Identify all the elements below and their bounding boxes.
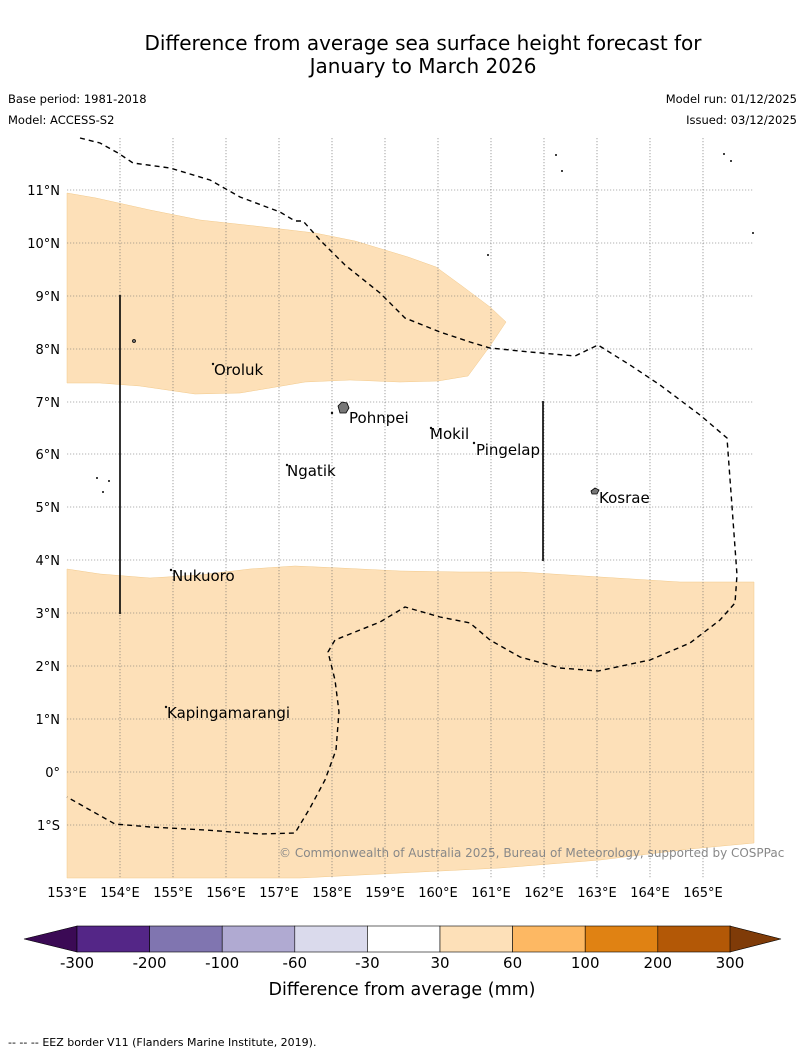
lat-label: 1°S [37, 819, 60, 834]
place-label-pingelap: Pingelap [476, 441, 540, 459]
lon-label: 153°E [47, 886, 87, 901]
lat-label: 2°N [36, 660, 61, 675]
islet-15 [723, 152, 726, 155]
map-panel: Oroluk Pohnpei Mokil Pingelap Ngatik Kos… [27, 137, 784, 901]
lon-label: 159°E [365, 886, 405, 901]
issued-date: Issued: 03/12/2025 [686, 113, 797, 127]
title-line-2: January to March 2026 [309, 54, 537, 78]
colorbar: -300 -200 -100 -60 -30 30 60 100 200 300… [23, 925, 782, 1000]
colorbar-tick-label: -100 [205, 954, 239, 972]
islet-2 [330, 411, 334, 415]
pohnpei-island [337, 401, 350, 414]
colorbar-segment [367, 925, 441, 953]
lon-label: 156°E [206, 886, 246, 901]
lat-label: 3°N [36, 607, 61, 622]
colorbar-extend-right [729, 925, 782, 953]
island-markers [96, 152, 755, 709]
colorbar-tick-label: 100 [571, 954, 600, 972]
anomaly-area-north [66, 192, 507, 395]
colorbar-segment [294, 925, 368, 953]
kosrae-island [590, 487, 600, 495]
base-period: Base period: 1981-2018 [8, 92, 147, 106]
islet-16 [730, 159, 733, 162]
eez-legend: -- -- -- EEZ border V11 (Flanders Marine… [8, 1036, 316, 1049]
colorbar-segment [512, 925, 586, 953]
colorbar-tick-label: -300 [60, 954, 94, 972]
place-label-oroluk: Oroluk [214, 361, 263, 379]
islet-14 [561, 169, 564, 172]
colorbar-segment [221, 925, 296, 953]
model-run: Model run: 01/12/2025 [665, 92, 797, 106]
lon-label: 162°E [524, 886, 564, 901]
place-label-ngatik: Ngatik [287, 462, 336, 480]
anomaly-area-south [66, 565, 755, 879]
colorbar-tick-label: 300 [716, 954, 745, 972]
colorbar-tick-label: -60 [283, 954, 308, 972]
colorbar-extend-left [23, 925, 78, 953]
lon-label: 160°E [418, 886, 458, 901]
islet-5 [472, 441, 476, 445]
eez-border [66, 137, 738, 835]
lat-label: 6°N [36, 448, 61, 463]
place-label-kosrae: Kosrae [599, 489, 650, 507]
lon-label: 155°E [153, 886, 193, 901]
islet-1 [132, 339, 136, 343]
eez-legend-symbol: -- -- -- [8, 1036, 39, 1049]
islet-13 [555, 153, 558, 156]
colorbar-tick-label: -30 [355, 954, 380, 972]
colorbar-title: Difference from average (mm) [268, 980, 535, 1000]
lon-label: 157°E [259, 886, 299, 901]
colorbar-segment [76, 925, 150, 953]
chart-title: Difference from average sea surface heig… [0, 32, 804, 78]
islet-3 [211, 362, 215, 366]
islet-11 [102, 490, 105, 493]
colorbar-tick-label: 200 [643, 954, 672, 972]
lon-label: 154°E [100, 886, 140, 901]
lon-label: 163°E [577, 886, 617, 901]
colorbar-segment [657, 925, 731, 953]
lat-label: 10°N [27, 237, 60, 252]
colorbar-segment [149, 925, 223, 953]
place-label-nukuoro: Nukuoro [172, 567, 235, 585]
gridlines [67, 138, 754, 878]
islet-12 [486, 253, 489, 256]
title-line-1: Difference from average sea surface heig… [144, 31, 702, 55]
place-label-kapingamarangi: Kapingamarangi [167, 704, 290, 722]
lat-label: 1°N [36, 713, 61, 728]
lat-label: 7°N [36, 396, 61, 411]
model-name: Model: ACCESS-S2 [8, 113, 115, 127]
lon-label: 158°E [312, 886, 352, 901]
islet-17 [752, 231, 755, 234]
place-label-pohnpei: Pohnpei [349, 409, 409, 427]
islet-10 [108, 479, 111, 482]
lon-label: 161°E [471, 886, 511, 901]
islet-9 [96, 476, 99, 479]
colorbar-tick-label: -200 [133, 954, 167, 972]
lat-label: 11°N [27, 184, 60, 199]
lon-label: 165°E [683, 886, 723, 901]
islet-7 [169, 568, 173, 572]
islet-6 [285, 463, 289, 467]
place-label-mokil: Mokil [430, 425, 469, 443]
colorbar-segment [584, 925, 659, 953]
islet-4 [429, 426, 433, 430]
lat-label: 0° [45, 766, 60, 781]
colorbar-tick-label: 60 [503, 954, 522, 972]
lat-label: 9°N [36, 290, 61, 305]
copyright-notice: © Commonwealth of Australia 2025, Bureau… [279, 846, 784, 860]
lat-label: 4°N [36, 554, 61, 569]
lat-label: 5°N [36, 501, 61, 516]
colorbar-tick-label: 30 [430, 954, 449, 972]
lat-label: 8°N [36, 343, 61, 358]
eez-legend-text: EEZ border V11 (Flanders Marine Institut… [42, 1036, 317, 1049]
islet-8 [164, 705, 168, 709]
colorbar-segment [439, 925, 513, 953]
lon-label: 164°E [630, 886, 670, 901]
